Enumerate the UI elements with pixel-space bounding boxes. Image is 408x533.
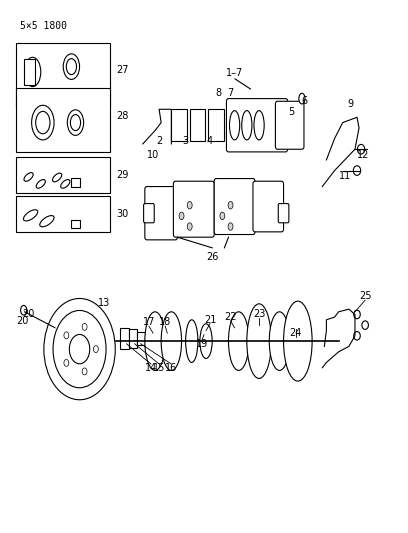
Text: 22: 22 bbox=[224, 312, 237, 322]
Bar bbox=[16, 196, 110, 232]
Ellipse shape bbox=[247, 304, 271, 378]
Text: 5: 5 bbox=[288, 107, 295, 117]
Text: 5×5 1800: 5×5 1800 bbox=[20, 21, 67, 31]
Text: 15: 15 bbox=[153, 363, 165, 373]
Ellipse shape bbox=[93, 346, 98, 353]
Ellipse shape bbox=[161, 312, 182, 370]
Ellipse shape bbox=[36, 180, 45, 188]
Ellipse shape bbox=[61, 180, 70, 188]
Ellipse shape bbox=[145, 312, 165, 370]
Text: 14: 14 bbox=[145, 363, 157, 373]
Text: 11: 11 bbox=[339, 171, 351, 181]
Ellipse shape bbox=[228, 201, 233, 209]
Text: 21: 21 bbox=[204, 315, 216, 325]
Text: 7: 7 bbox=[227, 88, 234, 98]
Bar bbox=[171, 109, 187, 141]
Text: 18: 18 bbox=[159, 318, 171, 327]
Ellipse shape bbox=[187, 201, 192, 209]
Ellipse shape bbox=[299, 93, 305, 104]
Bar bbox=[190, 109, 205, 141]
Bar bbox=[120, 328, 129, 349]
Text: 10: 10 bbox=[147, 150, 159, 159]
Text: 13: 13 bbox=[98, 298, 110, 309]
FancyBboxPatch shape bbox=[144, 204, 154, 223]
Text: 1–7: 1–7 bbox=[226, 68, 243, 78]
Bar bbox=[71, 220, 80, 228]
Ellipse shape bbox=[64, 332, 69, 339]
FancyBboxPatch shape bbox=[253, 181, 284, 232]
Text: 16: 16 bbox=[165, 363, 177, 373]
Text: 12: 12 bbox=[357, 150, 369, 159]
Text: 26: 26 bbox=[206, 252, 218, 262]
Text: 28: 28 bbox=[116, 111, 129, 121]
Text: 6: 6 bbox=[301, 96, 307, 106]
Ellipse shape bbox=[186, 320, 198, 362]
Ellipse shape bbox=[53, 310, 106, 388]
Text: 2: 2 bbox=[156, 136, 162, 146]
Ellipse shape bbox=[354, 332, 360, 340]
Ellipse shape bbox=[66, 59, 76, 75]
Ellipse shape bbox=[82, 368, 87, 375]
Ellipse shape bbox=[229, 110, 239, 140]
Bar bbox=[208, 109, 224, 141]
Text: 29: 29 bbox=[116, 170, 129, 180]
Text: 17: 17 bbox=[143, 318, 155, 327]
Text: 19: 19 bbox=[196, 339, 208, 349]
Ellipse shape bbox=[20, 305, 27, 315]
Ellipse shape bbox=[64, 359, 69, 366]
Text: 25: 25 bbox=[359, 291, 371, 301]
Ellipse shape bbox=[228, 312, 249, 370]
Bar bbox=[137, 332, 145, 345]
Bar bbox=[71, 178, 80, 187]
Bar bbox=[16, 43, 110, 107]
Ellipse shape bbox=[69, 335, 90, 364]
Ellipse shape bbox=[67, 110, 84, 135]
FancyBboxPatch shape bbox=[214, 179, 255, 235]
Ellipse shape bbox=[354, 310, 360, 319]
Ellipse shape bbox=[242, 110, 252, 140]
Text: 23: 23 bbox=[253, 310, 265, 319]
Polygon shape bbox=[322, 309, 355, 368]
Ellipse shape bbox=[284, 301, 312, 381]
Ellipse shape bbox=[53, 173, 62, 182]
Ellipse shape bbox=[23, 209, 38, 221]
Bar bbox=[129, 329, 137, 348]
Ellipse shape bbox=[63, 54, 80, 79]
Ellipse shape bbox=[44, 298, 115, 400]
Text: 20: 20 bbox=[16, 316, 29, 326]
Ellipse shape bbox=[36, 111, 50, 134]
FancyBboxPatch shape bbox=[278, 204, 289, 223]
Ellipse shape bbox=[269, 312, 290, 370]
Bar bbox=[16, 88, 110, 152]
Ellipse shape bbox=[82, 324, 87, 330]
Ellipse shape bbox=[357, 144, 365, 154]
Ellipse shape bbox=[220, 212, 225, 220]
Bar bbox=[24, 59, 35, 85]
Ellipse shape bbox=[32, 106, 54, 140]
Ellipse shape bbox=[228, 223, 233, 230]
Bar bbox=[16, 157, 110, 193]
Text: 20: 20 bbox=[22, 310, 35, 319]
Ellipse shape bbox=[24, 57, 41, 86]
Text: 4: 4 bbox=[207, 136, 213, 146]
Ellipse shape bbox=[24, 173, 33, 181]
Ellipse shape bbox=[353, 166, 361, 175]
FancyBboxPatch shape bbox=[173, 181, 214, 237]
Ellipse shape bbox=[200, 324, 212, 358]
Text: 27: 27 bbox=[116, 66, 129, 75]
Text: 30: 30 bbox=[116, 209, 129, 219]
Text: 9: 9 bbox=[348, 99, 354, 109]
FancyBboxPatch shape bbox=[275, 101, 304, 149]
Text: 24: 24 bbox=[290, 328, 302, 338]
Text: 8: 8 bbox=[215, 88, 222, 98]
Text: 3: 3 bbox=[182, 136, 189, 146]
Ellipse shape bbox=[70, 115, 80, 131]
Ellipse shape bbox=[179, 212, 184, 220]
Ellipse shape bbox=[40, 215, 54, 227]
FancyBboxPatch shape bbox=[145, 187, 177, 240]
Ellipse shape bbox=[254, 110, 264, 140]
Ellipse shape bbox=[187, 223, 192, 230]
Ellipse shape bbox=[362, 321, 368, 329]
FancyBboxPatch shape bbox=[226, 99, 288, 152]
